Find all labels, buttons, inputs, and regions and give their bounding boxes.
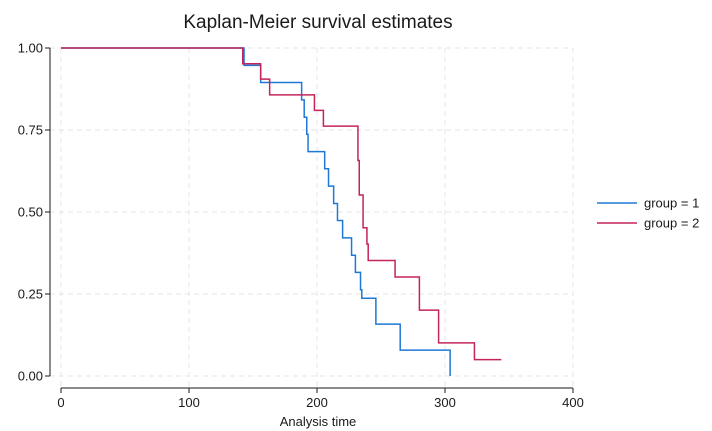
legend-label: group = 1	[644, 196, 699, 211]
axes	[49, 48, 573, 389]
x-tick-label: 0	[57, 395, 64, 410]
plot-area	[61, 47, 502, 376]
x-tick-label: 300	[434, 395, 456, 410]
y-tick-label: 0.00	[18, 369, 43, 384]
y-tick-label: 0.75	[18, 123, 43, 138]
legend-label: group = 2	[644, 216, 699, 231]
y-tick-label: 0.50	[18, 205, 43, 220]
grid-lines	[50, 47, 574, 388]
legend: group = 1 group = 2	[597, 196, 699, 231]
x-tick-label: 200	[306, 395, 328, 410]
series-line-group-1	[61, 47, 451, 376]
y-tick-label: 1.00	[18, 41, 43, 56]
y-tick-label: 0.25	[18, 287, 43, 302]
x-tick-label: 100	[178, 395, 200, 410]
x-axis-ticks: 0 100 200 300 400	[57, 388, 584, 410]
chart-title: Kaplan-Meier survival estimates	[183, 12, 452, 33]
y-axis-ticks: 0.00 0.25 0.50 0.75 1.00	[18, 41, 50, 384]
x-tick-label: 400	[562, 395, 584, 410]
series-line-group-2	[61, 47, 502, 361]
x-axis-label: Analysis time	[280, 414, 357, 429]
